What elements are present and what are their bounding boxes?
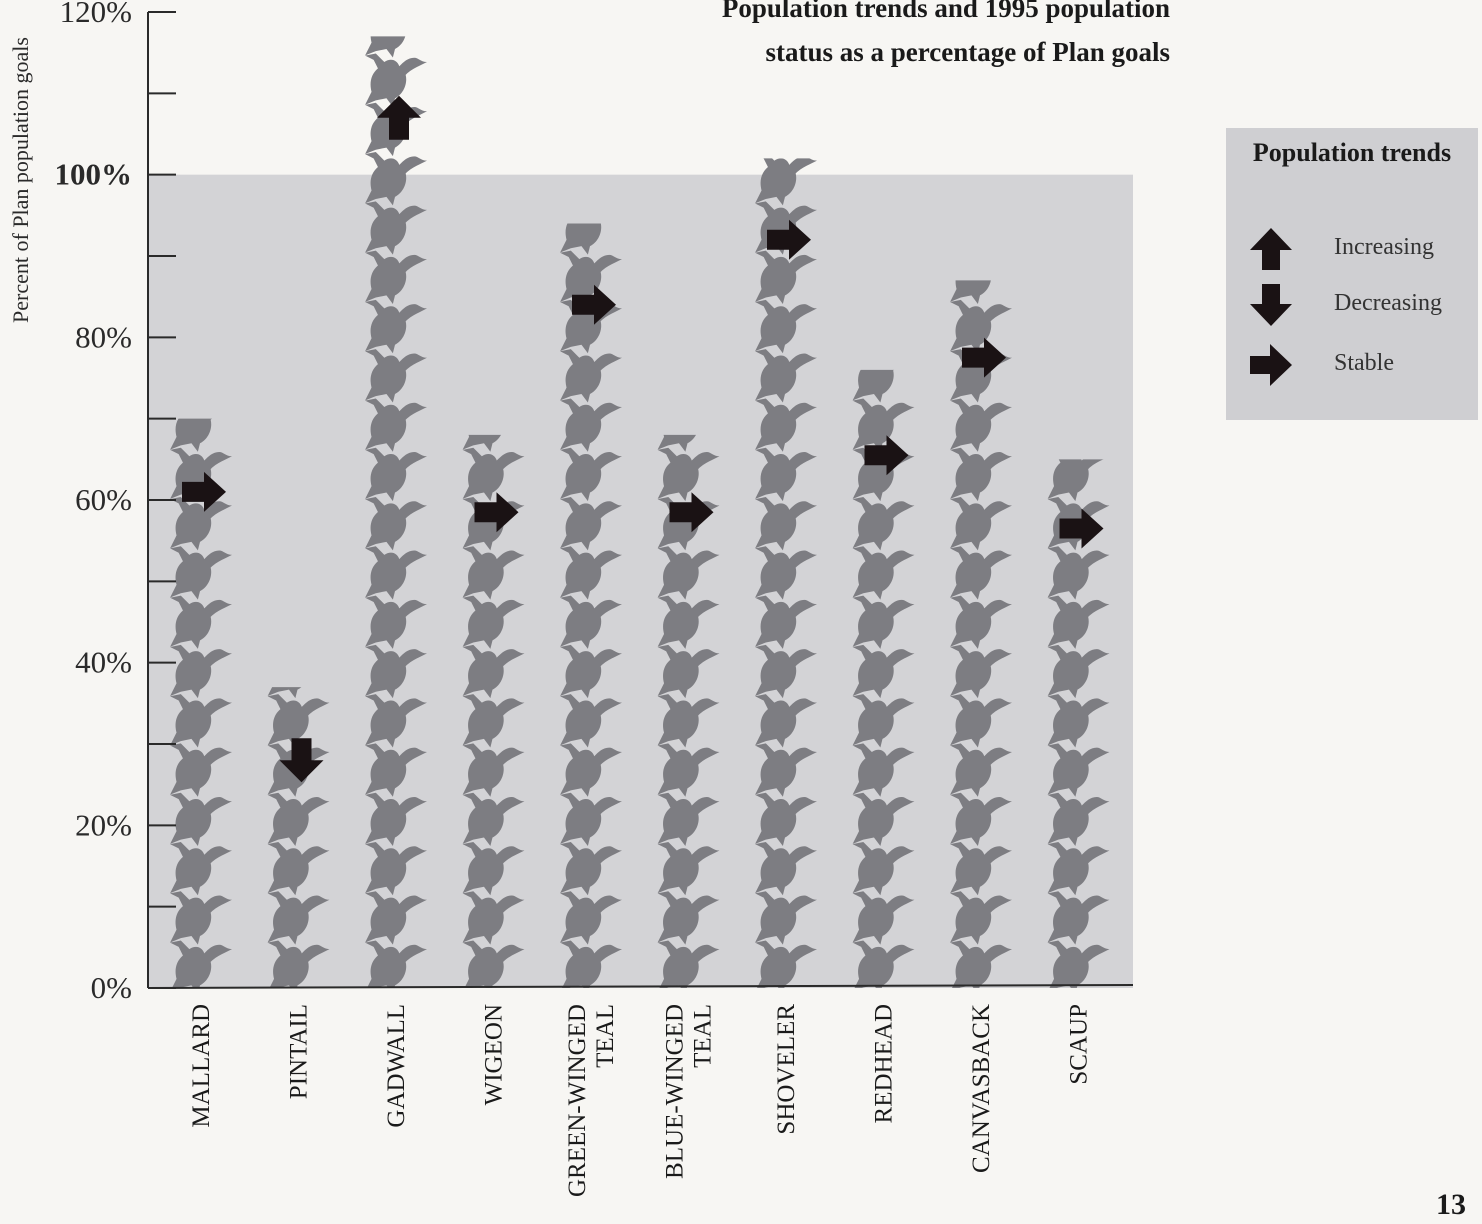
chart-title-line-1: Population trends and 1995 population xyxy=(721,0,1170,23)
x-tick-label: CANVASBACK xyxy=(968,1004,995,1173)
y-tick-label: 100% xyxy=(55,157,133,192)
trend-arrow-stable xyxy=(474,492,519,533)
legend: Population trends Increasing Decreasing … xyxy=(1226,128,1478,420)
arrow-up-icon xyxy=(1250,228,1292,270)
chart-title: Population trends and 1995 population st… xyxy=(560,0,1170,74)
trend-arrow-stable xyxy=(1059,508,1104,549)
x-tick-label: WIGEON xyxy=(481,1004,508,1105)
x-axis-line xyxy=(147,984,1134,989)
legend-item-stable: Stable xyxy=(1226,340,1478,390)
x-tick-label: GREEN-WINGED xyxy=(564,1004,591,1197)
legend-title: Population trends xyxy=(1252,138,1452,167)
x-tick-label: BLUE-WINGED xyxy=(662,1004,689,1179)
legend-label-stable: Stable xyxy=(1334,350,1394,376)
x-tick-label: REDHEAD xyxy=(871,1004,898,1123)
page-number: 13 xyxy=(1436,1188,1466,1221)
legend-label-increasing: Increasing xyxy=(1334,234,1434,260)
x-tick-label: TEAL xyxy=(690,1004,717,1068)
trend-arrow-stable xyxy=(864,435,909,476)
trend-arrow-stable xyxy=(962,337,1006,378)
legend-item-decreasing: Decreasing xyxy=(1226,280,1478,330)
legend-label-decreasing: Decreasing xyxy=(1334,290,1442,316)
legend-item-increasing: Increasing xyxy=(1226,224,1478,274)
x-tick-label: MALLARD xyxy=(188,1004,215,1128)
arrow-right-icon xyxy=(1250,344,1292,386)
trend-arrow-stable xyxy=(572,284,616,325)
y-tick-label: 80% xyxy=(75,319,132,354)
y-tick-label: 120% xyxy=(60,0,132,29)
y-tick-label: 40% xyxy=(75,645,132,680)
y-tick-label: 20% xyxy=(75,807,132,842)
x-tick-label: TEAL xyxy=(592,1004,619,1068)
chart-title-line-2: status as a percentage of Plan goals xyxy=(765,37,1171,67)
trend-arrow-increasing xyxy=(377,95,421,140)
x-tick-label: SHOVELER xyxy=(773,1004,800,1135)
trend-arrow-stable xyxy=(669,492,714,533)
trend-arrow-decreasing xyxy=(279,738,324,783)
trend-arrow-stable xyxy=(767,219,811,260)
x-tick-label: PINTAIL xyxy=(286,1004,313,1099)
y-tick-label: 60% xyxy=(75,482,132,517)
y-tick-label: 0% xyxy=(91,970,132,1005)
y-axis-label: Percent of Plan population goals xyxy=(8,37,33,323)
x-tick-label: GADWALL xyxy=(383,1004,410,1128)
x-tick-label: SCAUP xyxy=(1066,1004,1093,1085)
arrow-down-icon xyxy=(1250,284,1292,326)
trend-arrow-stable xyxy=(182,471,226,512)
